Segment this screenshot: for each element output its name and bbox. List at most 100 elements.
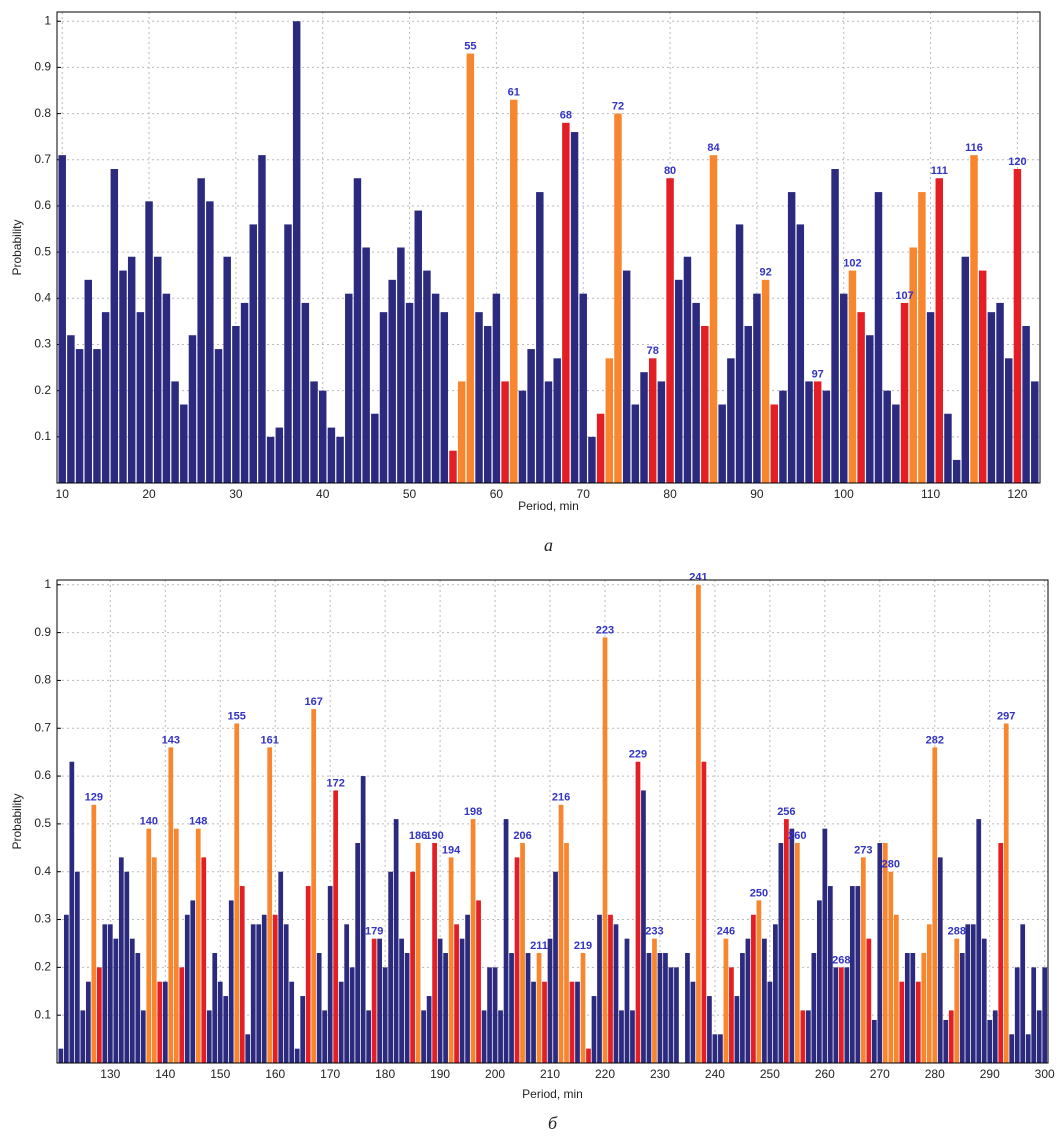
bar [327, 886, 333, 1063]
bar-annotation: 55 [464, 40, 476, 52]
x-tick-label: 150 [210, 1067, 230, 1081]
bar [140, 1010, 146, 1063]
x-tick-label: 30 [229, 487, 243, 501]
bar [547, 938, 553, 1063]
bar [976, 819, 982, 1063]
y-tick-label: 1 [44, 13, 51, 27]
bar [596, 413, 605, 483]
bar [709, 155, 718, 483]
bar-annotation: 229 [629, 749, 647, 761]
bar [961, 256, 970, 483]
bar [602, 637, 608, 1063]
bar [249, 224, 257, 484]
bar [855, 886, 861, 1063]
bar-annotation: 97 [812, 368, 824, 380]
y-axis-label: Probability [10, 219, 24, 275]
x-tick-label: 70 [577, 487, 591, 501]
bar [666, 178, 674, 483]
bar [701, 326, 709, 483]
bar [520, 843, 525, 1063]
bar [822, 390, 831, 483]
bar [784, 819, 789, 1063]
bar [827, 886, 833, 1063]
bar [300, 996, 306, 1063]
bar [683, 256, 692, 483]
bar [805, 1010, 811, 1063]
bar-annotation: 241 [689, 572, 707, 584]
bar [987, 312, 996, 483]
bar-annotation: 282 [926, 734, 944, 746]
bar [701, 761, 707, 1063]
bar [492, 967, 498, 1063]
bar [915, 981, 921, 1063]
bar [874, 192, 883, 483]
bar [168, 747, 174, 1063]
bar [145, 201, 153, 483]
y-tick-label: 0.8 [34, 673, 51, 687]
bar [180, 404, 188, 483]
bar [223, 996, 229, 1063]
bar [214, 349, 223, 483]
bar [345, 293, 353, 483]
bar-annotation: 78 [647, 345, 659, 357]
bar [998, 843, 1004, 1063]
bar [118, 857, 124, 1063]
bar [234, 723, 240, 1063]
bar [258, 155, 266, 483]
bar [690, 981, 696, 1063]
bar [844, 967, 850, 1063]
bar [619, 1010, 624, 1063]
y-tick-label: 0.9 [34, 625, 51, 639]
bar [605, 358, 614, 483]
x-tick-label: 110 [921, 487, 940, 501]
bar-annotation: 129 [85, 792, 103, 804]
bar [558, 804, 564, 1063]
bar [904, 953, 910, 1063]
y-tick-label: 0.2 [34, 960, 51, 974]
bar-annotation: 107 [895, 290, 913, 302]
x-tick-label: 120 [1007, 487, 1027, 501]
bar [206, 1010, 212, 1063]
bar [310, 381, 318, 483]
bar [762, 938, 767, 1063]
bar [503, 819, 509, 1063]
bar [366, 1010, 372, 1063]
bar [624, 938, 630, 1063]
x-tick-label: 270 [870, 1067, 890, 1081]
bar [239, 886, 245, 1063]
bar [899, 981, 905, 1063]
bar [102, 924, 108, 1063]
bar [240, 302, 249, 483]
bar [475, 312, 483, 483]
x-tick-label: 230 [650, 1067, 670, 1081]
bar [735, 224, 744, 484]
x-tick-label: 180 [375, 1067, 395, 1081]
bar [294, 1048, 300, 1063]
x-axis-label: Period, min [518, 499, 579, 513]
bar [1009, 1034, 1015, 1063]
bar [338, 981, 344, 1063]
bar [608, 914, 613, 1063]
bar [562, 122, 570, 483]
bar [245, 1034, 251, 1063]
bar [622, 270, 631, 483]
bar [1031, 381, 1039, 483]
y-tick-label: 0.9 [34, 60, 51, 74]
bar [536, 953, 542, 1063]
y-tick-label: 1 [44, 577, 51, 591]
bar [318, 390, 327, 483]
bar-annotation: 84 [707, 142, 720, 154]
bar-annotation: 223 [596, 624, 614, 636]
bar [206, 201, 214, 483]
bar-annotation: 167 [305, 696, 323, 708]
bar [816, 900, 822, 1063]
bar [223, 256, 231, 483]
bar [848, 270, 857, 483]
bar [892, 404, 900, 483]
bar [674, 967, 679, 1063]
bar [483, 326, 492, 483]
bar [641, 790, 646, 1063]
bar [355, 843, 361, 1063]
bar [349, 967, 355, 1063]
bar [371, 938, 377, 1063]
